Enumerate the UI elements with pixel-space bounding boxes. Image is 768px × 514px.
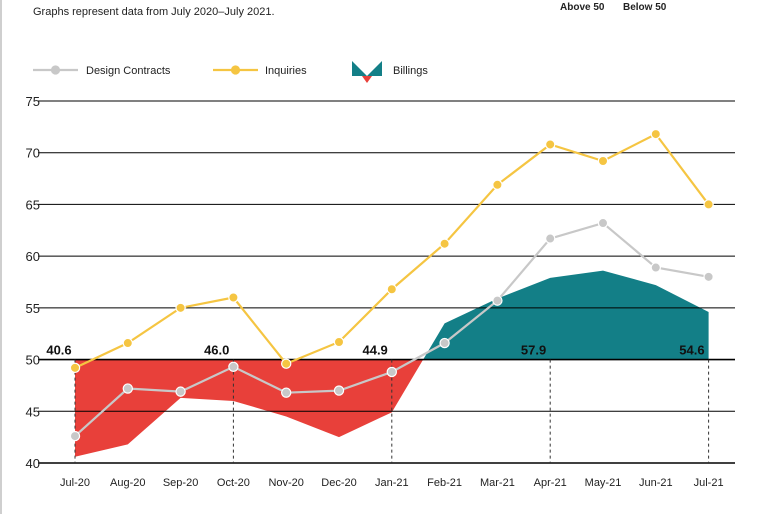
legend-design-contracts-label: Design Contracts xyxy=(86,65,171,77)
design-contracts-point xyxy=(545,233,556,244)
x-tick-label: Jan-21 xyxy=(375,477,409,489)
x-tick-label: Jul-21 xyxy=(694,477,724,489)
design-contracts-point xyxy=(492,295,503,306)
y-tick-label-75: 75 xyxy=(26,94,40,109)
x-tick-label: Jul-20 xyxy=(60,477,90,489)
inquiries-point xyxy=(333,336,345,348)
design-contracts-point xyxy=(333,385,345,396)
x-tick-label: May-21 xyxy=(585,477,622,489)
inquiries-point xyxy=(597,155,609,167)
y-tick-label-55: 55 xyxy=(26,301,40,316)
design-contracts-point xyxy=(228,361,239,373)
inquiries-point xyxy=(281,358,292,369)
inquiries-point xyxy=(386,284,397,295)
x-tick-label: Nov-20 xyxy=(268,477,303,489)
billings-value-label-3: 46.0 xyxy=(204,343,229,358)
y-tick-label-50: 50 xyxy=(26,353,40,368)
x-tick-label: Apr-21 xyxy=(534,477,567,489)
inquiries-point xyxy=(228,292,239,303)
billings-legend-icon-tip xyxy=(362,76,372,83)
y-tick-label-70: 70 xyxy=(26,146,40,161)
billings-area-above-50 xyxy=(423,270,709,360)
inquiries-point xyxy=(175,302,186,314)
y-tick-label-45: 45 xyxy=(26,404,40,419)
x-tick-label: Sep-20 xyxy=(163,477,198,489)
inquiries-point xyxy=(69,362,81,374)
billings-legend-icon-left xyxy=(352,61,367,76)
above-50-label: Above 50 xyxy=(560,2,605,13)
design-contracts-point xyxy=(650,262,662,273)
x-tick-label: Aug-20 xyxy=(110,477,145,489)
inquiries-point xyxy=(122,337,134,349)
y-tick-label-60: 60 xyxy=(26,249,40,264)
billings-value-label-9: 57.9 xyxy=(521,343,546,358)
x-tick-label: Jun-21 xyxy=(639,477,673,489)
inquiries-point xyxy=(703,199,714,210)
design-contracts-point xyxy=(175,386,186,397)
design-contracts-point xyxy=(597,217,609,229)
legend-billings-label: Billings xyxy=(393,65,428,77)
x-tick-label: Oct-20 xyxy=(217,477,250,489)
below-50-label: Below 50 xyxy=(623,2,667,13)
billings-area-below-50 xyxy=(75,359,424,457)
y-tick-label-40: 40 xyxy=(26,456,40,471)
legend-inquiries-marker xyxy=(230,65,241,75)
chart-note: Graphs represent data from July 2020–Jul… xyxy=(33,6,275,18)
x-tick-label: Mar-21 xyxy=(480,477,515,489)
billings-value-label-0: 40.6 xyxy=(46,343,71,358)
design-contracts-point xyxy=(386,366,397,378)
design-contracts-point xyxy=(439,337,450,349)
design-contracts-point xyxy=(703,271,714,283)
billings-value-label-6: 44.9 xyxy=(362,343,387,358)
x-tick-label: Dec-20 xyxy=(321,477,356,489)
inquiries-point xyxy=(439,238,450,249)
x-tick-label: Feb-21 xyxy=(427,477,462,489)
design-contracts-point xyxy=(69,430,81,442)
legend-inquiries-label: Inquiries xyxy=(265,65,307,77)
design-contracts-point xyxy=(122,383,134,394)
legend-design-contracts-marker xyxy=(50,65,61,75)
inquiries-point xyxy=(545,139,556,150)
billings-legend-icon-right xyxy=(367,61,382,76)
design-contracts-point xyxy=(281,387,292,398)
left-border xyxy=(0,0,2,514)
inquiries-point xyxy=(492,179,503,190)
inquiries-point xyxy=(650,128,662,140)
y-tick-label-65: 65 xyxy=(26,197,40,212)
billings-value-label-12: 54.6 xyxy=(679,343,704,358)
